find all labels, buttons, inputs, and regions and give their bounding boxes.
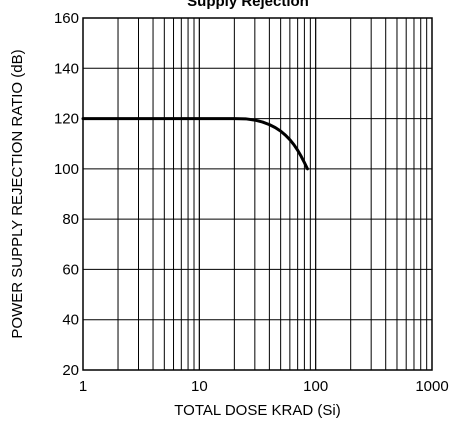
chart-title: Supply Rejection xyxy=(187,0,309,10)
y-tick-labels: 20 40 60 80 100 120 140 160 xyxy=(54,10,79,379)
y-tick-label: 100 xyxy=(54,161,79,178)
y-tick-label: 160 xyxy=(54,10,79,27)
x-tick-labels: 1 10 100 1000 xyxy=(79,378,449,395)
x-axis-label: TOTAL DOSE KRAD (Si) xyxy=(174,402,340,419)
y-tick-label: 60 xyxy=(62,261,79,278)
y-tick-label: 140 xyxy=(54,60,79,77)
grid-lines xyxy=(82,17,433,371)
y-tick-label: 20 xyxy=(62,362,79,379)
x-tick-label: 10 xyxy=(191,378,208,395)
plot-frame xyxy=(82,17,433,371)
y-tick-label: 40 xyxy=(62,312,79,329)
y-tick-label: 120 xyxy=(54,111,79,128)
series-line xyxy=(81,117,309,171)
x-tick-label: 1000 xyxy=(415,378,448,395)
x-tick-label: 100 xyxy=(303,378,328,395)
x-tick-label: 1 xyxy=(79,378,87,395)
y-axis-label: POWER SUPPLY REJECTION RATIO (dB) xyxy=(9,49,26,338)
series-group xyxy=(81,117,309,171)
y-tick-label: 80 xyxy=(62,211,79,228)
